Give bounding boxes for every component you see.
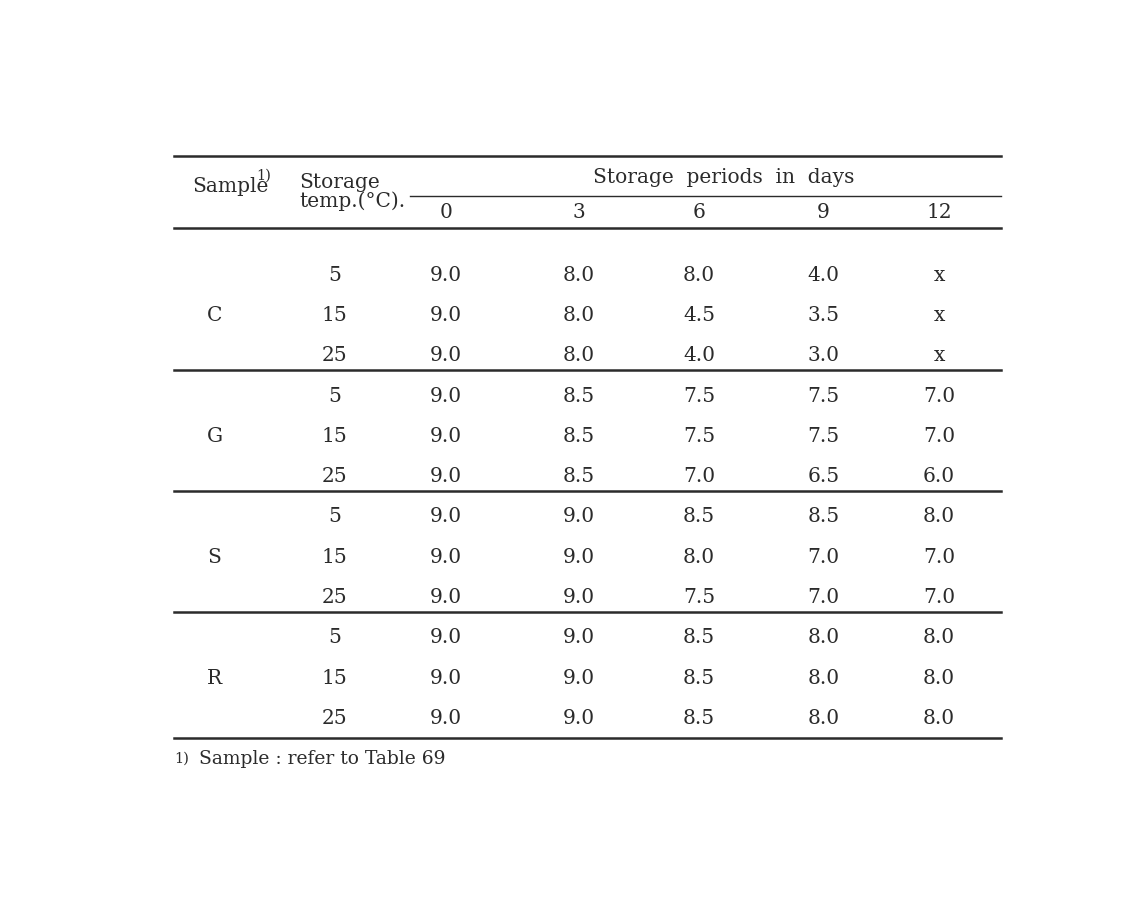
Text: Sample: Sample	[193, 177, 268, 196]
Text: 8.5: 8.5	[682, 709, 715, 728]
Text: 8.5: 8.5	[807, 508, 840, 526]
Text: 6: 6	[693, 203, 705, 222]
Text: 3.5: 3.5	[807, 306, 840, 325]
Text: 9.0: 9.0	[429, 265, 462, 285]
Text: Storage  periods  in  days: Storage periods in days	[593, 168, 855, 186]
Text: 7.5: 7.5	[682, 386, 715, 406]
Text: 15: 15	[321, 306, 348, 325]
Text: R: R	[206, 668, 223, 688]
Text: 9: 9	[817, 203, 829, 222]
Text: 8.0: 8.0	[923, 668, 955, 688]
Text: 5: 5	[328, 628, 341, 647]
Text: 9.0: 9.0	[429, 427, 462, 446]
Text: 8.0: 8.0	[807, 628, 840, 647]
Text: 8.5: 8.5	[682, 668, 715, 688]
Text: 9.0: 9.0	[429, 709, 462, 728]
Text: 9.0: 9.0	[429, 346, 462, 365]
Text: 8.0: 8.0	[563, 346, 595, 365]
Text: 9.0: 9.0	[563, 709, 595, 728]
Text: 25: 25	[321, 467, 348, 487]
Text: 9.0: 9.0	[563, 668, 595, 688]
Text: 4.5: 4.5	[682, 306, 715, 325]
Text: C: C	[206, 306, 223, 325]
Text: 8.5: 8.5	[682, 508, 715, 526]
Text: 5: 5	[328, 265, 341, 285]
Text: 7.5: 7.5	[682, 588, 715, 607]
Text: 8.0: 8.0	[923, 628, 955, 647]
Text: 7.0: 7.0	[923, 427, 955, 446]
Text: x: x	[934, 265, 945, 285]
Text: 7.0: 7.0	[923, 588, 955, 607]
Text: 7.0: 7.0	[807, 588, 840, 607]
Text: temp.(°C).: temp.(°C).	[299, 192, 405, 211]
Text: 7.5: 7.5	[807, 386, 840, 406]
Text: 3: 3	[572, 203, 585, 222]
Text: 9.0: 9.0	[563, 628, 595, 647]
Text: S: S	[208, 548, 221, 566]
Text: 7.0: 7.0	[923, 386, 955, 406]
Text: 9.0: 9.0	[429, 668, 462, 688]
Text: x: x	[934, 346, 945, 365]
Text: 8.0: 8.0	[923, 508, 955, 526]
Text: 15: 15	[321, 427, 348, 446]
Text: 7.5: 7.5	[807, 427, 840, 446]
Text: 8.5: 8.5	[682, 628, 715, 647]
Text: 25: 25	[321, 588, 348, 607]
Text: Sample : refer to Table 69: Sample : refer to Table 69	[200, 750, 446, 768]
Text: 8.0: 8.0	[807, 668, 840, 688]
Text: 6.0: 6.0	[923, 467, 955, 487]
Text: 8.0: 8.0	[923, 709, 955, 728]
Text: 8.0: 8.0	[563, 265, 595, 285]
Text: 9.0: 9.0	[563, 588, 595, 607]
Text: 9.0: 9.0	[563, 508, 595, 526]
Text: 4.0: 4.0	[682, 346, 715, 365]
Text: 7.0: 7.0	[807, 548, 840, 566]
Text: 3.0: 3.0	[807, 346, 840, 365]
Text: 7.0: 7.0	[923, 548, 955, 566]
Text: 8.0: 8.0	[682, 265, 715, 285]
Text: 9.0: 9.0	[429, 548, 462, 566]
Text: 0: 0	[439, 203, 452, 222]
Text: 8.5: 8.5	[563, 467, 595, 487]
Text: G: G	[206, 427, 223, 446]
Text: 8.0: 8.0	[563, 306, 595, 325]
Text: 9.0: 9.0	[429, 306, 462, 325]
Text: 7.5: 7.5	[682, 427, 715, 446]
Text: 7.0: 7.0	[682, 467, 715, 487]
Text: 8.0: 8.0	[682, 548, 715, 566]
Text: 4.0: 4.0	[807, 265, 840, 285]
Text: 9.0: 9.0	[429, 386, 462, 406]
Text: 1): 1)	[256, 169, 271, 183]
Text: 9.0: 9.0	[429, 467, 462, 487]
Text: 9.0: 9.0	[429, 588, 462, 607]
Text: 8.5: 8.5	[563, 386, 595, 406]
Text: 25: 25	[321, 346, 348, 365]
Text: 5: 5	[328, 508, 341, 526]
Text: Storage: Storage	[299, 174, 380, 193]
Text: 15: 15	[321, 548, 348, 566]
Text: 25: 25	[321, 709, 348, 728]
Text: 8.0: 8.0	[807, 709, 840, 728]
Text: 15: 15	[321, 668, 348, 688]
Text: 6.5: 6.5	[807, 467, 840, 487]
Text: 9.0: 9.0	[429, 508, 462, 526]
Text: 12: 12	[926, 203, 952, 222]
Text: 9.0: 9.0	[563, 548, 595, 566]
Text: 1): 1)	[174, 752, 189, 766]
Text: 9.0: 9.0	[429, 628, 462, 647]
Text: x: x	[934, 306, 945, 325]
Text: 8.5: 8.5	[563, 427, 595, 446]
Text: 5: 5	[328, 386, 341, 406]
